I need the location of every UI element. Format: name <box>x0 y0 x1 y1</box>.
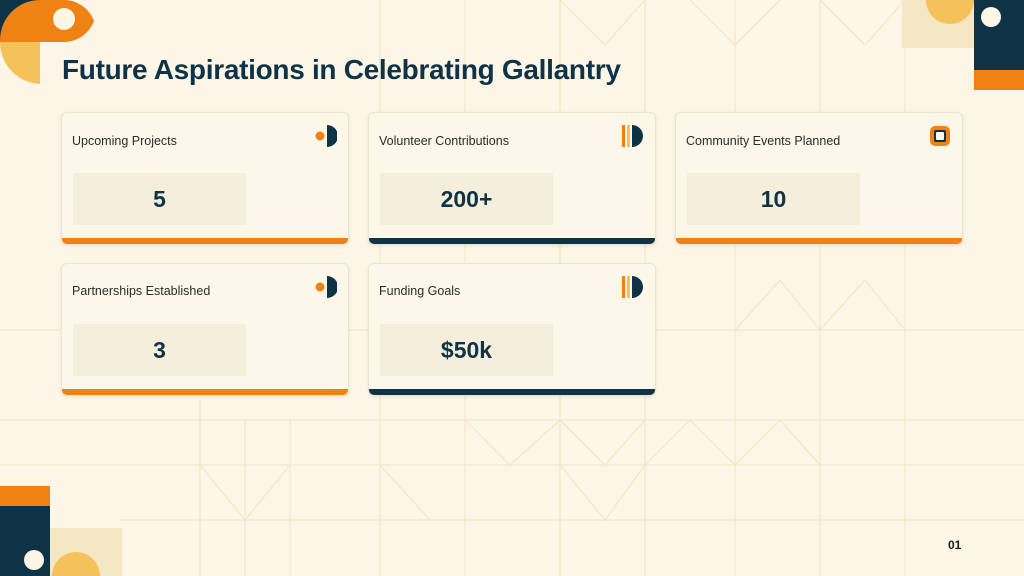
card-partnerships-established: Partnerships Established 3 <box>61 263 349 396</box>
top-left-decoration <box>0 0 94 84</box>
bar-half-circle-icon <box>622 276 643 298</box>
half-circle-dot-icon <box>315 125 337 147</box>
value-box: 3 <box>73 324 246 376</box>
card-value: $50k <box>440 336 493 363</box>
card-funding-goals: Funding Goals $50k <box>368 263 656 396</box>
card-label: Community Events Planned <box>686 134 841 148</box>
accent-bar <box>62 389 348 395</box>
rounded-square-ring-icon <box>930 126 950 146</box>
card-label: Partnerships Established <box>72 284 211 298</box>
card-value: 10 <box>760 185 787 212</box>
card-label: Funding Goals <box>379 284 461 298</box>
page-number: 01 <box>948 538 962 552</box>
value-box: 10 <box>687 173 860 225</box>
card-label: Upcoming Projects <box>72 134 177 148</box>
accent-bar <box>62 238 348 244</box>
accent-bar <box>676 238 962 244</box>
bottom-left-decoration <box>0 486 122 576</box>
value-box: 5 <box>73 173 246 225</box>
accent-bar <box>369 238 655 244</box>
card-community-events-planned: Community Events Planned 10 <box>675 112 963 245</box>
card-value: 3 <box>153 336 166 363</box>
bar-half-circle-icon <box>622 125 643 147</box>
half-circle-dot-icon <box>315 276 337 298</box>
top-right-decoration <box>902 0 1024 90</box>
value-box: $50k <box>380 324 553 376</box>
card-label: Volunteer Contributions <box>379 134 509 148</box>
value-box: 200+ <box>380 173 553 225</box>
card-value: 200+ <box>440 185 493 212</box>
slide-title: Future Aspirations in Celebrating Gallan… <box>62 54 621 85</box>
card-upcoming-projects: Upcoming Projects 5 <box>61 112 349 245</box>
accent-bar <box>369 389 655 395</box>
card-volunteer-contributions: Volunteer Contributions 200+ <box>368 112 656 245</box>
card-value: 5 <box>153 185 166 212</box>
